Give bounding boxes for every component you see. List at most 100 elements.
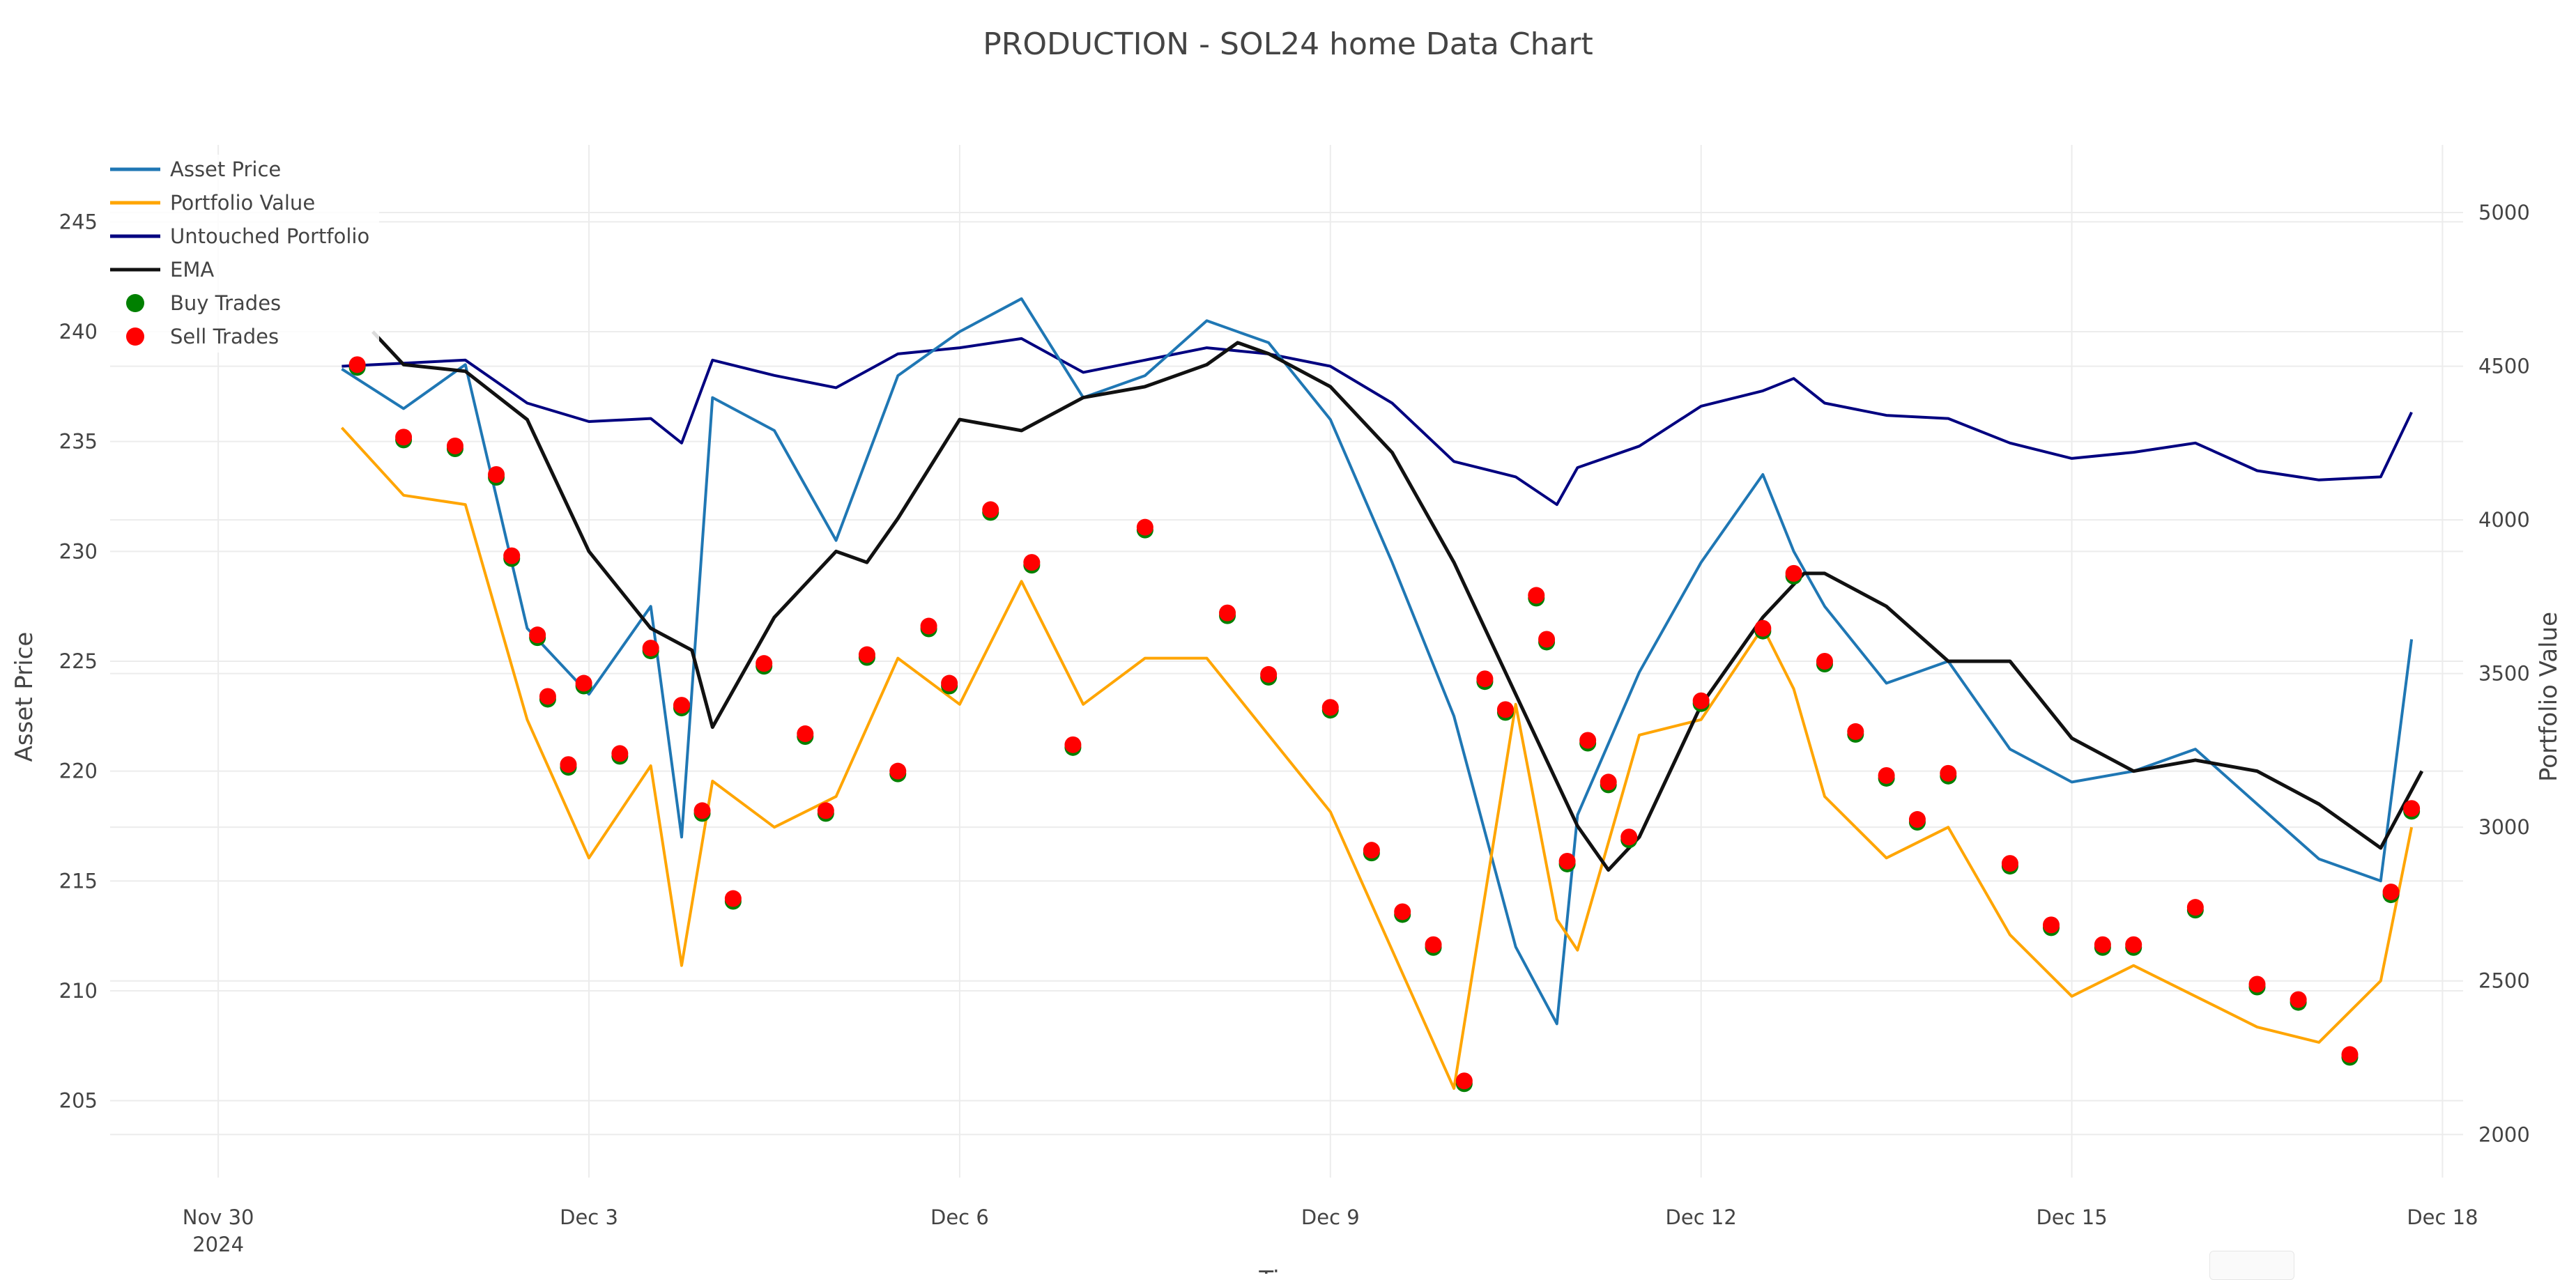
legend-item-ema[interactable]: EMA bbox=[110, 258, 214, 282]
chart-title: PRODUCTION - SOL24 home Data Chart bbox=[983, 26, 1593, 62]
y2-axis-title: Portfolio Value bbox=[2535, 612, 2563, 782]
sell-trade-marker bbox=[817, 802, 834, 819]
sell-trade-marker bbox=[1425, 936, 1442, 953]
legend-label-sell-trades: Sell Trades bbox=[170, 325, 279, 348]
legend-label-asset-price: Asset Price bbox=[170, 157, 281, 181]
series-layer bbox=[340, 297, 2424, 1090]
legend[interactable]: Asset Price Portfolio Value Untouched Po… bbox=[103, 155, 379, 353]
y-tick-label: 225 bbox=[59, 649, 98, 673]
legend-item-untouched-portfolio[interactable]: Untouched Portfolio bbox=[110, 224, 369, 248]
series-line-ema bbox=[371, 330, 2424, 872]
sell-trade-marker bbox=[1136, 518, 1153, 536]
sell-trade-marker bbox=[1600, 773, 1617, 791]
sell-trade-marker bbox=[395, 429, 413, 446]
y-axis-title: Asset Price bbox=[10, 632, 38, 762]
sell-trade-marker bbox=[693, 802, 711, 819]
sell-trade-marker bbox=[611, 745, 629, 762]
sell-trade-marker bbox=[529, 626, 546, 644]
legend-item-asset-price[interactable]: Asset Price bbox=[110, 157, 281, 181]
legend-label-buy-trades: Buy Trades bbox=[170, 291, 281, 315]
series-line-portfolio-value bbox=[340, 426, 2414, 1090]
sell-trade-marker bbox=[348, 356, 366, 373]
y-tick-label: 210 bbox=[59, 979, 98, 1003]
sell-trade-marker bbox=[1878, 766, 1895, 784]
modebar-button[interactable] bbox=[2209, 1251, 2294, 1280]
series-line-untouched-portfolio bbox=[342, 337, 2413, 507]
sell-trade-marker bbox=[1528, 587, 1545, 604]
sell-trade-marker bbox=[2125, 936, 2142, 953]
sell-trade-marker bbox=[1754, 619, 1772, 637]
y2-tick-label: 2000 bbox=[2478, 1123, 2530, 1146]
legend-label-ema: EMA bbox=[170, 258, 214, 282]
x-tick-label: Dec 3 bbox=[560, 1205, 618, 1229]
sell-trade-marker bbox=[2382, 884, 2400, 901]
sell-trade-marker bbox=[941, 674, 958, 692]
grid-layer bbox=[110, 145, 2463, 1178]
sell-trade-marker bbox=[1496, 701, 1514, 718]
sell-trade-marker bbox=[1620, 828, 1638, 846]
x-tick-label: Dec 12 bbox=[1666, 1205, 1737, 1229]
legend-background bbox=[103, 155, 379, 353]
sell-trade-marker bbox=[1847, 723, 1864, 740]
sell-trade-marker bbox=[1785, 564, 1802, 582]
legend-item-buy-trades[interactable]: Buy Trades bbox=[126, 291, 281, 315]
sell-trade-marker bbox=[889, 762, 907, 780]
sell-trade-marker bbox=[1908, 811, 1926, 828]
legend-swatch-sell-trades bbox=[126, 327, 144, 346]
sell-trade-marker bbox=[575, 674, 592, 692]
sell-trade-marker bbox=[560, 756, 577, 773]
sell-trade-marker bbox=[2403, 800, 2421, 817]
sell-trade-marker bbox=[1064, 736, 1082, 753]
legend-item-sell-trades[interactable]: Sell Trades bbox=[126, 325, 279, 348]
legend-item-portfolio-value[interactable]: Portfolio Value bbox=[110, 191, 315, 215]
sell-trade-marker bbox=[982, 501, 999, 518]
x-tick-sublabel: 2024 bbox=[192, 1233, 244, 1256]
sell-trade-marker bbox=[2094, 936, 2111, 953]
x-tick-label: Dec 15 bbox=[2036, 1205, 2107, 1229]
sell-trade-marker bbox=[920, 617, 937, 635]
sell-trade-marker bbox=[642, 640, 659, 657]
sell-trade-marker bbox=[756, 655, 773, 672]
x-tick-label: Dec 18 bbox=[2407, 1205, 2478, 1229]
sell-trade-marker bbox=[1321, 699, 1339, 716]
y-tick-label: 230 bbox=[59, 539, 98, 563]
y2-tick-label: 4000 bbox=[2478, 508, 2530, 532]
y2-tick-label: 3500 bbox=[2478, 662, 2530, 686]
x-tick-label: Dec 9 bbox=[1301, 1205, 1360, 1229]
x-tick-label: Dec 6 bbox=[930, 1205, 989, 1229]
sell-trade-marker bbox=[2248, 976, 2266, 993]
sell-trade-marker bbox=[2290, 991, 2307, 1008]
sell-trade-marker bbox=[2001, 855, 2018, 872]
sell-trade-marker bbox=[1476, 670, 1494, 688]
sell-trade-marker bbox=[1692, 692, 1710, 709]
y-tick-label: 215 bbox=[59, 869, 98, 893]
sell-trade-marker bbox=[2043, 916, 2060, 934]
sell-trade-marker bbox=[1363, 842, 1380, 859]
sell-trade-marker bbox=[1219, 604, 1236, 622]
legend-label-untouched-portfolio: Untouched Portfolio bbox=[170, 224, 369, 248]
axis-layer: Nov 30 2024 Dec 3 Dec 6 Dec 9 Dec 12 Dec 15 Dec… bbox=[59, 201, 2530, 1256]
sell-trade-marker bbox=[488, 465, 505, 483]
x-tick-label: Nov 30 bbox=[183, 1205, 254, 1229]
y-tick-label: 235 bbox=[59, 430, 98, 454]
legend-swatch-buy-trades bbox=[126, 294, 144, 312]
x-axis-title: Time bbox=[1258, 1266, 1317, 1274]
sell-trade-marker bbox=[1260, 665, 1278, 683]
sell-trade-marker bbox=[1023, 554, 1041, 571]
y-tick-label: 220 bbox=[59, 759, 98, 783]
sell-trade-marker bbox=[797, 725, 814, 743]
sell-trade-marker bbox=[503, 547, 521, 564]
series-line-asset-price bbox=[341, 297, 2414, 1026]
sell-trade-marker bbox=[2186, 899, 2204, 916]
sell-trade-marker bbox=[1940, 764, 1957, 782]
sell-trade-marker bbox=[724, 890, 742, 907]
sell-trade-marker bbox=[539, 688, 556, 705]
sell-trade-marker bbox=[1455, 1072, 1473, 1090]
sell-trade-marker bbox=[1558, 852, 1576, 870]
sell-trade-marker bbox=[446, 437, 463, 454]
y2-tick-label: 2500 bbox=[2478, 969, 2530, 993]
sell-trade-marker bbox=[2341, 1046, 2359, 1063]
y-tick-label: 205 bbox=[59, 1089, 98, 1113]
trades-layer bbox=[348, 356, 2421, 1093]
